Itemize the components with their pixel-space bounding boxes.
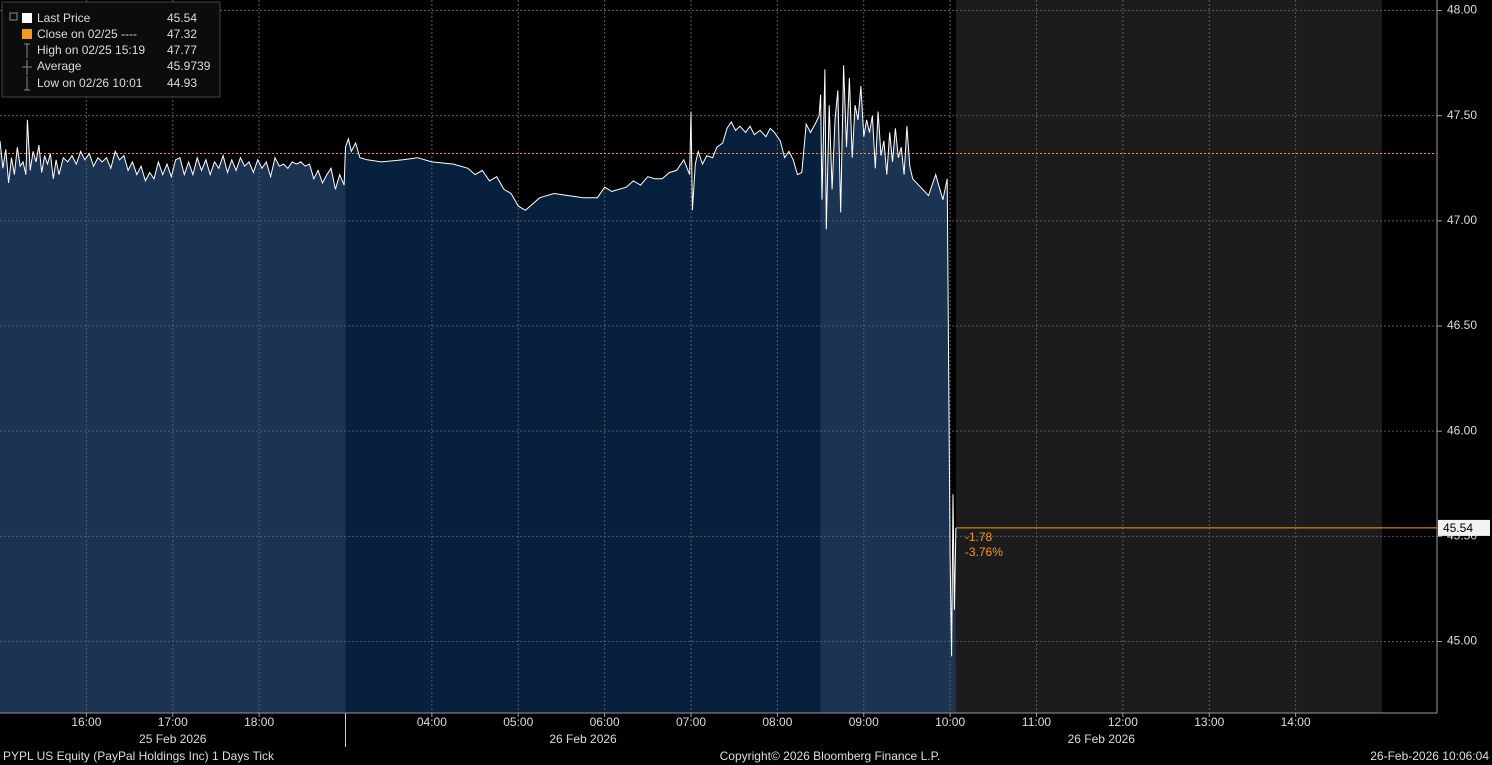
- legend-icon: [24, 43, 30, 58]
- x-tick-label: 06:00: [590, 715, 620, 729]
- legend-value: 44.93: [167, 76, 197, 90]
- x-tick-label: 11:00: [1022, 715, 1051, 729]
- session-date: 25 Feb 2026: [139, 732, 207, 746]
- x-tick-label: 10:00: [935, 715, 965, 729]
- x-tick-label: 07:00: [676, 715, 706, 729]
- legend-icon: [22, 29, 32, 39]
- legend-box: [1, 1, 221, 98]
- legend-label: Low on 02/26 10:01: [37, 76, 143, 90]
- y-tick-label: 47.50: [1447, 108, 1477, 122]
- legend-icon: [22, 60, 32, 75]
- change-annotation: -3.76%: [965, 545, 1003, 559]
- x-tick-label: 18:00: [244, 715, 274, 729]
- change-annotation: -1.78: [965, 530, 993, 544]
- area: [0, 65, 956, 713]
- legend-value: 47.77: [167, 43, 197, 57]
- session-date: 26 Feb 2026: [1068, 732, 1136, 746]
- legend-icon: [22, 13, 32, 23]
- x-tick-label: 17:00: [158, 715, 188, 729]
- future-region: [955, 0, 1382, 713]
- legend-value: 45.9739: [167, 59, 211, 73]
- legend-label: High on 02/25 15:19: [37, 43, 145, 57]
- footer-center: Copyright© 2026 Bloomberg Finance L.P.: [720, 749, 941, 763]
- y-tick-label: 46.00: [1447, 423, 1477, 437]
- legend-label: Last Price: [37, 11, 91, 25]
- session-date: 26 Feb 2026: [549, 732, 617, 746]
- x-tick-label: 05:00: [503, 715, 533, 729]
- x-tick-label: 16:00: [71, 715, 101, 729]
- y-tick-label: 46.50: [1447, 318, 1477, 332]
- price-line: [0, 65, 957, 657]
- y-tick-label: 48.00: [1447, 3, 1477, 17]
- footer-left: PYPL US Equity (PayPal Holdings Inc) 1 D…: [3, 749, 275, 763]
- x-tick-label: 09:00: [849, 715, 879, 729]
- x-tick-label: 13:00: [1194, 715, 1224, 729]
- x-tick-label: 08:00: [762, 715, 792, 729]
- y-tick-label: 45.00: [1447, 634, 1477, 648]
- x-tick-label: 04:00: [417, 715, 447, 729]
- last-price-label: 45.54: [1443, 521, 1473, 535]
- legend-label: Close on 02/25 ----: [37, 27, 137, 41]
- last-price-box: [1438, 519, 1490, 536]
- legend-toggle[interactable]: [9, 12, 18, 21]
- x-tick-label: 12:00: [1108, 715, 1138, 729]
- legend-value: 47.32: [167, 27, 197, 41]
- y-tick-label: 47.00: [1447, 213, 1477, 227]
- plot-area: 45.0045.5046.0046.5047.0047.5048.0016:00…: [0, 0, 1490, 747]
- legend-label: Average: [37, 59, 82, 73]
- legend-icon: [24, 76, 30, 91]
- x-tick-label: 14:00: [1281, 715, 1311, 729]
- legend-value: 45.54: [167, 11, 197, 25]
- footer-right: 26-Feb-2026 10:06:04: [1370, 749, 1489, 763]
